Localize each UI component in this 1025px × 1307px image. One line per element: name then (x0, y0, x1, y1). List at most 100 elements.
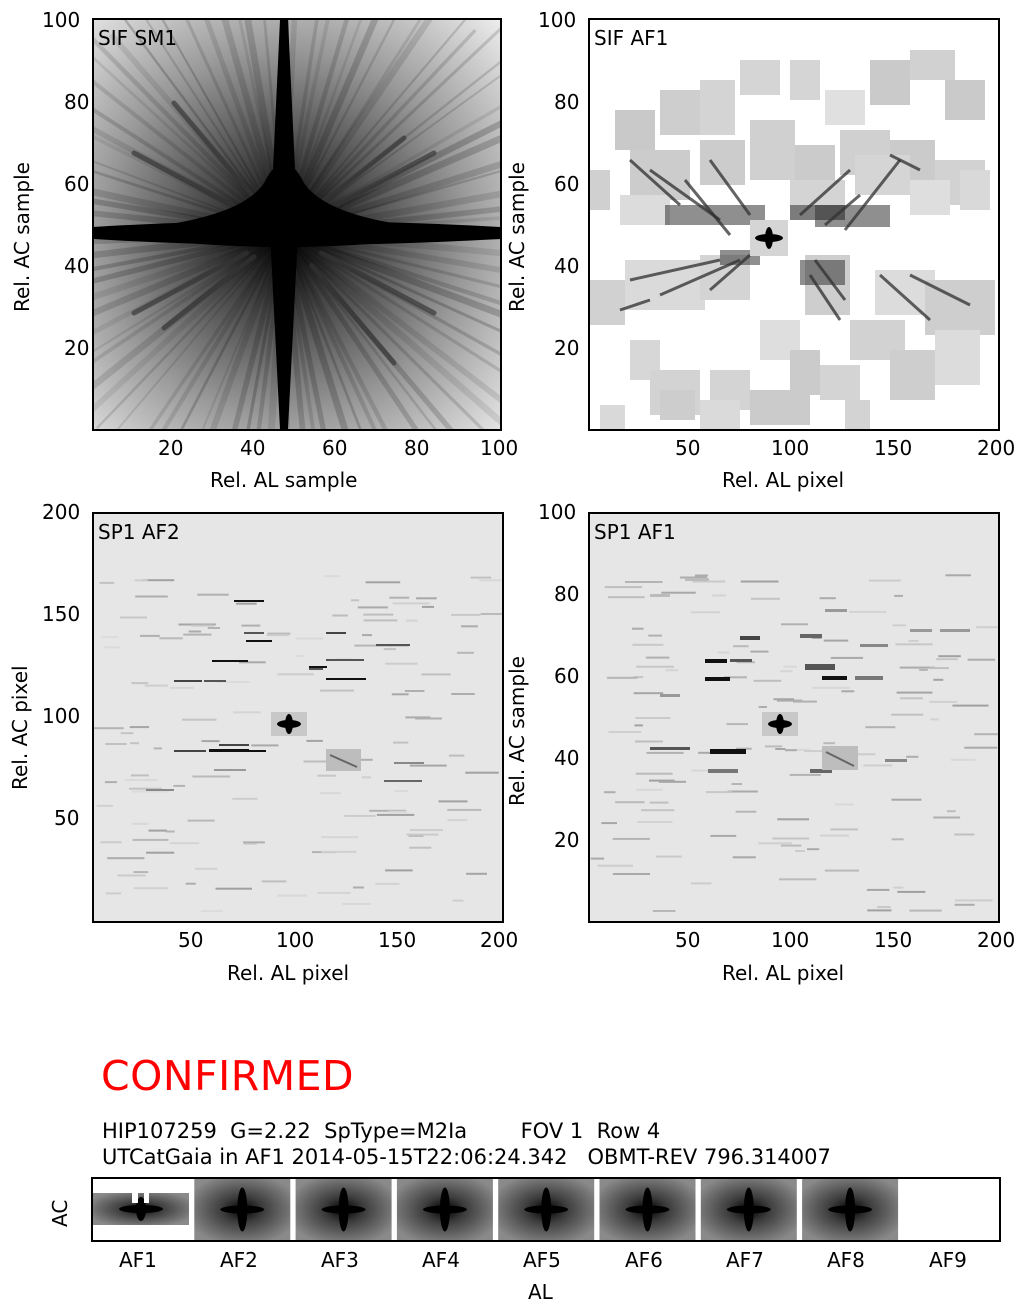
image-patch (790, 350, 820, 395)
faint-dash (649, 779, 675, 782)
faint-dash (357, 606, 388, 609)
psf-ray (283, 230, 500, 306)
faint-dash (930, 718, 939, 721)
af-label: AF6 (625, 1248, 663, 1272)
faint-dash (267, 632, 291, 635)
faint-dash (841, 690, 855, 693)
plot-area-sp1-af1: SP1 AF1 (588, 512, 1000, 923)
af-label: AF5 (523, 1248, 561, 1272)
faint-dash (409, 764, 447, 767)
psf-ray (282, 232, 362, 429)
psf-ray (280, 20, 379, 235)
faint-dash (354, 644, 392, 647)
faint-dash (900, 697, 923, 700)
faint-dash (392, 602, 430, 605)
af-star-core (237, 1187, 248, 1232)
af-cutout (599, 1179, 696, 1240)
faint-dash (153, 747, 162, 750)
faint-dash (191, 624, 214, 627)
faint-dash (633, 676, 644, 679)
faint-dash (780, 670, 793, 673)
plot-area-sif-af1: SIF AF1 (588, 18, 1000, 431)
image-patch (660, 90, 700, 135)
af-cutout (295, 1179, 392, 1240)
faint-dash (243, 842, 257, 845)
dark-dash (326, 632, 346, 634)
faint-dash (421, 673, 451, 676)
psf-ray (281, 231, 419, 429)
dark-dash (805, 664, 835, 670)
faint-dash (480, 613, 502, 615)
af-label: AF8 (827, 1248, 865, 1272)
faint-dash (243, 841, 265, 844)
faint-dash (465, 771, 499, 774)
diffraction-spike (319, 150, 437, 216)
faint-dash (232, 797, 258, 800)
faint-dash (183, 633, 212, 636)
faint-dash (100, 841, 122, 844)
faint-dash (388, 810, 407, 813)
faint-dash (780, 844, 802, 847)
faint-dash (597, 864, 633, 867)
faint-dash (919, 668, 928, 671)
patch-streak (825, 751, 855, 767)
faint-dash (317, 774, 336, 777)
faint-dash (892, 624, 906, 627)
streak (878, 273, 932, 322)
af-label: AF2 (220, 1248, 258, 1272)
dark-dash (708, 769, 738, 773)
panel-title: SP1 AF2 (98, 520, 180, 544)
dark-dash (234, 600, 264, 602)
faint-dash (726, 723, 748, 726)
faint-dash (606, 676, 638, 679)
streak (619, 298, 651, 312)
faint-dash (159, 637, 183, 640)
psf-ray (281, 231, 388, 429)
faint-dash (195, 867, 218, 870)
faint-dash (950, 758, 976, 761)
image-patch (615, 110, 655, 150)
faint-dash (131, 774, 149, 777)
faint-dash (124, 779, 158, 781)
faint-dash (207, 627, 220, 629)
psf-ray (96, 232, 285, 429)
faint-dash (391, 693, 409, 696)
psf-ray (94, 230, 286, 412)
dark-block (665, 205, 765, 225)
faint-dash (896, 691, 933, 694)
faint-dash (775, 748, 786, 750)
y-tick: 20 (554, 336, 580, 360)
x-tick: 150 (874, 436, 913, 460)
faint-dash (732, 856, 756, 859)
image-patch (825, 90, 865, 125)
faint-dash (646, 751, 684, 754)
faint-dash (625, 581, 663, 583)
faint-dash (357, 758, 373, 761)
psf-ray (221, 20, 288, 234)
faint-dash (217, 681, 251, 683)
streak (889, 153, 921, 172)
faint-dash (132, 822, 149, 825)
faint-dash (383, 648, 397, 651)
image-patch (790, 60, 820, 100)
af-strip (91, 1177, 1001, 1242)
faint-dash (266, 634, 289, 637)
x-axis-label: Rel. AL sample (210, 468, 358, 492)
faint-dash (128, 787, 162, 790)
dark-dash (146, 789, 174, 791)
faint-dash (824, 869, 859, 872)
x-tick: 100 (276, 928, 315, 952)
faint-dash (135, 595, 168, 598)
faint-dash (408, 835, 424, 837)
faint-dash (452, 899, 464, 902)
faint-dash (601, 822, 617, 825)
dark-dash (394, 762, 424, 764)
faint-dash (148, 829, 167, 832)
psf-ray (180, 232, 286, 429)
streak (659, 258, 741, 297)
faint-dash (954, 899, 993, 902)
psf-ray (116, 232, 285, 429)
faint-dash (404, 690, 425, 692)
faint-dash (215, 887, 252, 890)
dark-dash (855, 676, 883, 680)
